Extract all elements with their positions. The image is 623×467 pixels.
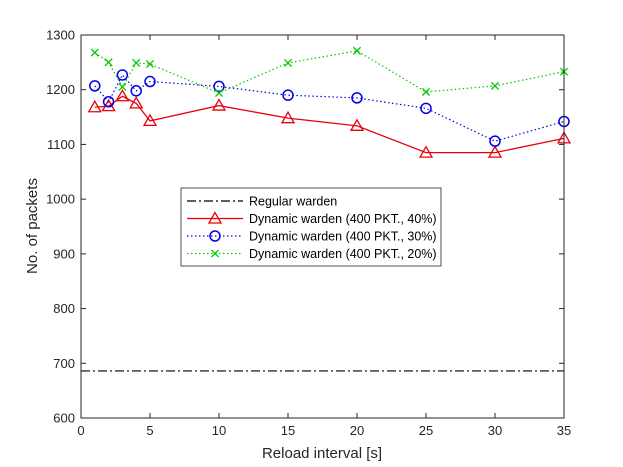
data-point	[352, 46, 362, 55]
legend-label: Dynamic warden (400 PKT., 20%)	[249, 247, 437, 261]
data-point-stroke	[90, 48, 99, 57]
data-point	[144, 75, 156, 88]
data-point-stroke	[104, 58, 113, 67]
legend-marker	[210, 249, 220, 258]
data-point	[349, 118, 365, 131]
data-point	[90, 48, 99, 57]
series-line	[94, 73, 565, 142]
data-point-stroke	[118, 82, 127, 92]
legend-item: Dynamic warden (400 PKT., 40%)	[187, 211, 437, 226]
data-point	[351, 92, 363, 104]
y-tick-label: 1100	[47, 137, 75, 152]
data-point-stroke	[132, 58, 141, 67]
data-point	[487, 145, 503, 158]
data-point	[283, 58, 293, 67]
x-tick-label: 25	[419, 423, 433, 438]
data-point	[132, 58, 141, 67]
x-ticks: 0 5 10 15 20 25 30 35	[77, 35, 571, 438]
data-point-stroke	[352, 46, 362, 55]
data-point	[116, 69, 129, 81]
data-point	[280, 110, 296, 124]
data-point	[115, 88, 130, 102]
legend-marker	[209, 230, 221, 242]
legend-label: Dynamic warden (400 PKT., 30%)	[249, 229, 437, 243]
data-point	[214, 88, 224, 98]
x-tick-label: 0	[77, 423, 84, 438]
legend-item: Regular warden	[187, 194, 337, 208]
legend-label: Dynamic warden (400 PKT., 40%)	[249, 212, 437, 226]
legend-marker	[207, 211, 223, 224]
data-point	[89, 80, 101, 92]
y-tick-label: 1300	[46, 28, 75, 43]
x-tick-label: 35	[557, 423, 571, 438]
y-tick-label: 600	[53, 411, 75, 426]
data-point	[490, 81, 500, 90]
x-tick-label: 30	[488, 423, 502, 438]
data-point	[282, 89, 294, 101]
x-tick-label: 20	[350, 423, 364, 438]
plot-frame	[80, 34, 565, 419]
data-point	[489, 135, 501, 147]
series-2	[89, 69, 570, 147]
legend-marker-stroke	[210, 249, 220, 258]
data-point-stroke	[421, 87, 431, 96]
x-tick-label: 5	[146, 423, 153, 438]
data-point	[118, 82, 127, 92]
data-point	[211, 98, 227, 111]
series-group	[81, 46, 572, 372]
y-ticks: 600 700 800 900 1000 1100 1200 1300	[46, 28, 564, 426]
legend-item: Dynamic warden (400 PKT., 20%)	[187, 247, 437, 261]
y-tick-label: 900	[53, 246, 75, 261]
y-tick-label: 700	[53, 356, 75, 371]
data-point	[102, 96, 115, 108]
data-point-stroke	[490, 81, 500, 90]
data-point-stroke	[145, 59, 155, 69]
data-point	[130, 85, 142, 97]
y-tick-label: 1200	[46, 82, 75, 97]
data-point	[87, 99, 102, 113]
data-point	[420, 102, 432, 115]
x-axis-label: Reload interval [s]	[262, 445, 382, 462]
x-tick-label: 15	[281, 423, 295, 438]
x-tick-label: 10	[212, 423, 226, 438]
data-point	[142, 113, 158, 127]
legend-item: Dynamic warden (400 PKT., 30%)	[187, 229, 437, 243]
y-tick-label: 800	[53, 301, 75, 316]
data-point	[213, 80, 225, 93]
data-point	[104, 58, 113, 67]
y-axis-label: No. of packets	[24, 178, 41, 274]
data-point	[421, 87, 431, 96]
data-point	[129, 96, 144, 109]
y-tick-label: 1000	[46, 192, 75, 207]
data-point-stroke	[283, 58, 293, 67]
data-point	[418, 145, 434, 158]
data-point	[145, 59, 155, 69]
data-point-stroke	[214, 88, 224, 98]
legend-label: Regular warden	[249, 194, 337, 208]
legend: Regular warden Dynamic warden (400 PKT., …	[180, 187, 442, 267]
series-3	[90, 46, 569, 98]
